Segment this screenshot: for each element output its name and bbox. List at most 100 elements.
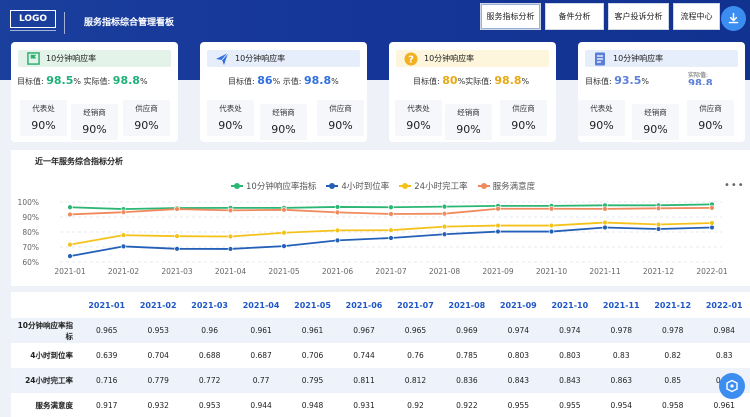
table-cell: 0.812: [389, 368, 442, 393]
data-point: [602, 219, 608, 226]
data-point: [709, 224, 715, 231]
x-tick-label: 2021-02: [108, 267, 140, 276]
tab-process-center[interactable]: 流程中心: [673, 3, 720, 30]
sub-metric-office: 代表处 90%: [578, 100, 625, 136]
table-cell: 0.974: [544, 318, 596, 343]
line-chart: 60% 70% 80% 90% 100% 2021-01 2021-02 2021-03 202…: [18, 198, 728, 276]
actual-value: 98.8: [688, 78, 713, 85]
table-cell: 0.811: [338, 368, 390, 393]
sub-metric-supplier: 供应商 90%: [123, 100, 170, 136]
table-row: 24小时完工率 0.716 0.779 0.772 0.77 0.795 0.811 0.81…: [11, 368, 750, 393]
target-label: 目标值:: [585, 77, 612, 86]
svg-text:?: ?: [408, 54, 414, 65]
data-point: [602, 206, 608, 212]
table-cell: 0.85: [646, 368, 699, 393]
kpi-title: 10分钟响应率: [235, 54, 286, 63]
actual-unit: %: [521, 77, 530, 86]
kpi-card-header: 10分钟响应率: [585, 50, 738, 67]
sub-label: 代表处: [407, 104, 430, 113]
sub-label: 代表处: [32, 104, 55, 113]
legend-item-arrival[interactable]: 4小时到位率: [326, 180, 389, 192]
row-label: 4小时到位率: [30, 351, 73, 360]
legend-item-completion[interactable]: 24小时完工率: [399, 180, 468, 192]
sub-label: 供应商: [512, 104, 535, 113]
sub-value: 90%: [589, 119, 614, 132]
sub-metric-dealer: 经销商 90%: [445, 104, 492, 140]
data-point: [441, 203, 448, 210]
tab-complaints[interactable]: 客户投诉分析: [608, 3, 669, 30]
data-point: [709, 220, 715, 226]
sub-metric-dealer: 经销商 90%: [260, 104, 307, 140]
data-point: [67, 211, 73, 218]
data-point: [655, 226, 662, 232]
more-options-button[interactable]: •••: [724, 180, 745, 191]
table-cell: 0.863: [595, 368, 647, 393]
table-cell: 0.978: [595, 318, 647, 343]
tab-service-metrics[interactable]: 服务指标分析: [480, 3, 541, 30]
table-cell: 0.688: [198, 351, 221, 360]
row-label: 10分钟响应率指标: [11, 318, 81, 343]
row-label: 服务满意度: [35, 401, 74, 410]
legend-item-response[interactable]: 10分钟响应率指标: [231, 180, 316, 192]
legend-label: 4小时到位率: [341, 182, 390, 192]
data-point: [334, 209, 341, 216]
kpi-values: 目标值: 86% 示值: 98.8%: [228, 74, 395, 87]
actual-value: 98.8: [112, 74, 140, 87]
send-icon: [215, 52, 229, 66]
tab-spare-parts[interactable]: 备件分析: [545, 3, 604, 30]
data-point: [602, 224, 608, 231]
actual-value: 98.8: [494, 74, 522, 87]
data-point: [120, 232, 127, 238]
target-label: 目标值:: [228, 77, 255, 86]
sub-label: 代表处: [590, 104, 613, 113]
sub-value: 90%: [31, 119, 56, 132]
column-header: 2021-03: [191, 300, 228, 310]
data-point: [334, 237, 341, 244]
table-row: 4小时到位率 0.639 0.704 0.688 0.687 0.706 0.744 0.76…: [11, 343, 750, 368]
table-row: 服务满意度 0.917 0.932 0.953 0.944 0.948 0.931 0.92 0…: [11, 393, 750, 417]
table-cell: 0.836: [441, 368, 493, 393]
data-point: [548, 228, 555, 235]
floating-action-button[interactable]: [719, 373, 745, 399]
data-point: [548, 222, 555, 229]
x-tick-label: 2021-05: [268, 267, 300, 276]
sub-label: 供应商: [135, 104, 158, 113]
table-cell: 0.969: [441, 318, 493, 343]
table-cell: 0.965: [389, 318, 442, 343]
data-point: [67, 204, 73, 210]
table-cell: 0.965: [81, 318, 133, 343]
column-header: 2021-11: [602, 300, 640, 310]
y-tick-label: 70%: [22, 243, 39, 252]
download-button[interactable]: [721, 6, 746, 31]
sub-value: 90%: [82, 123, 107, 136]
sub-value: 90%: [218, 119, 243, 132]
table-cell: 0.716: [81, 368, 133, 393]
sub-metric-office: 代表处 90%: [207, 100, 254, 136]
data-point: [281, 207, 287, 213]
data-point: [120, 243, 127, 250]
legend-marker: [231, 182, 243, 190]
data-point: [174, 233, 180, 239]
column-header: 2021-02: [139, 300, 177, 310]
table-cell: 0.961: [235, 318, 287, 343]
x-tick-label: 2021-04: [215, 267, 247, 276]
data-point: [174, 246, 180, 252]
table-cell: 0.803: [559, 351, 581, 360]
legend-item-satisfaction[interactable]: 服务满意度: [477, 180, 535, 192]
table-cell: 0.785: [456, 351, 478, 360]
kpi-card-1: 10分钟响应率 目标值: 98.5% 实际值: 98.8% 代表处 90% 经销商…: [11, 42, 178, 142]
x-tick-label: 2021-07: [375, 267, 407, 276]
y-tick-label: 60%: [22, 258, 39, 267]
sub-metric-dealer: 经销商 90%: [632, 104, 679, 140]
kpi-values: 目标值: 80%实际值: 98.8%: [413, 74, 580, 87]
column-header: 2021-07: [397, 300, 434, 310]
logo: LOGO: [10, 10, 56, 28]
target-value: 98.5: [46, 74, 74, 87]
table-cell: 0.803: [507, 351, 530, 360]
target-value: 86: [257, 74, 273, 87]
logo-underline: [10, 30, 56, 31]
table-cell: 0.76: [407, 351, 424, 360]
table-cell: 0.82: [664, 351, 682, 360]
actual-label: %实际值:: [457, 77, 492, 86]
column-header: 2021-10: [551, 300, 589, 310]
